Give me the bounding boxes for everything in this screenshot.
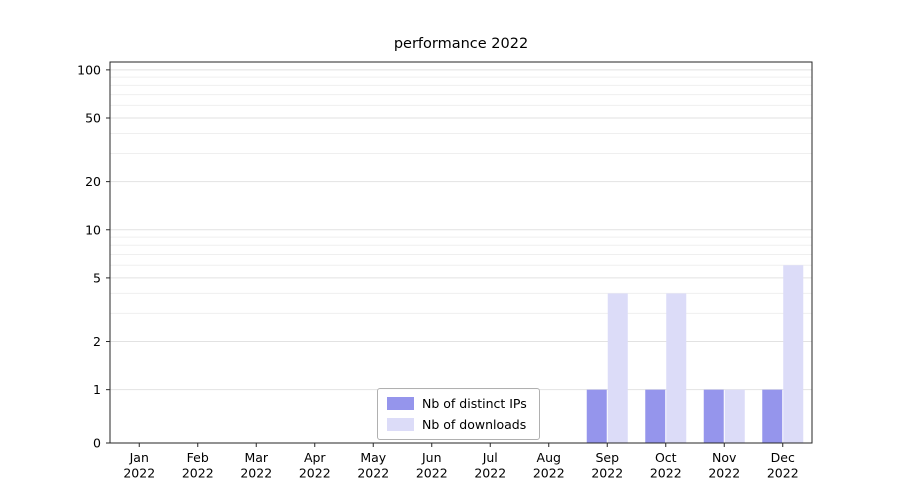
x-tick-label: Feb 2022: [182, 450, 214, 481]
bar-distinct-ips: [762, 389, 783, 443]
bar-downloads: [666, 293, 687, 443]
x-tick-label: Nov 2022: [708, 450, 740, 481]
x-tick-label: May 2022: [357, 450, 389, 481]
legend-item-downloads: Nb of downloads: [387, 417, 527, 432]
y-tick-label: 0: [93, 436, 101, 451]
legend-label-distinct-ips: Nb of distinct IPs: [422, 396, 527, 411]
bar-distinct-ips: [703, 389, 724, 443]
x-tick-label: Jun 2022: [416, 450, 448, 481]
x-tick-label: Aug 2022: [533, 450, 565, 481]
x-tick-label: Mar 2022: [240, 450, 272, 481]
legend-swatch-downloads: [387, 418, 414, 431]
bar-distinct-ips: [645, 389, 666, 443]
y-tick-label: 5: [93, 270, 101, 285]
chart-title: performance 2022: [393, 36, 529, 52]
y-tick-label: 10: [85, 222, 101, 237]
y-tick-label: 100: [77, 62, 101, 77]
bar-downloads: [783, 265, 804, 443]
x-tick-label: Dec 2022: [767, 450, 799, 481]
bar-downloads: [724, 389, 745, 443]
y-tick-label: 2: [93, 334, 101, 349]
x-tick-label: Oct 2022: [650, 450, 682, 481]
legend-label-downloads: Nb of downloads: [422, 417, 527, 432]
x-tick-label: Jan 2022: [123, 450, 155, 481]
bar-distinct-ips: [586, 389, 607, 443]
y-tick-label: 1: [93, 382, 101, 397]
bar-downloads: [607, 293, 628, 443]
y-tick-label: 20: [85, 174, 101, 189]
legend: Nb of distinct IPs Nb of downloads: [377, 388, 540, 440]
legend-swatch-distinct-ips: [387, 397, 414, 410]
x-tick-label: Apr 2022: [299, 450, 331, 481]
plot-border: [109, 61, 813, 444]
x-tick-label: Jul 2022: [474, 450, 506, 481]
y-tick-label: 50: [85, 111, 101, 126]
x-tick-label: Sep 2022: [591, 450, 623, 481]
legend-item-distinct-ips: Nb of distinct IPs: [387, 396, 527, 411]
